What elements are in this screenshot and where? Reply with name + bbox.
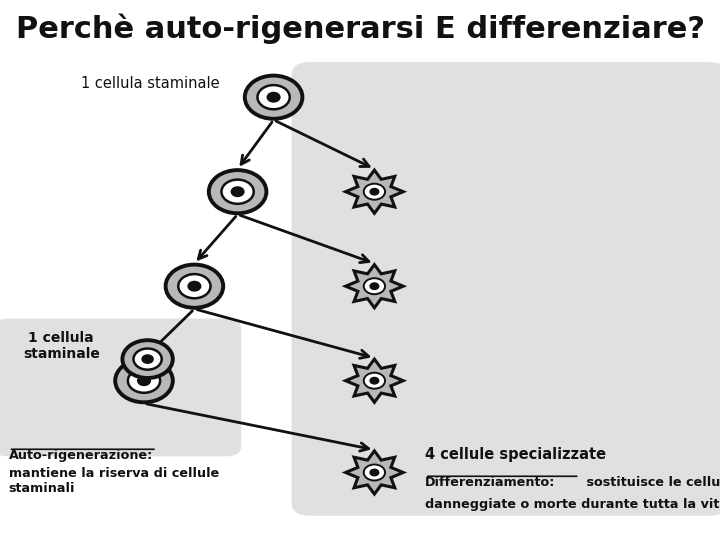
Circle shape xyxy=(222,180,253,204)
Circle shape xyxy=(370,283,379,289)
Text: danneggiate o morte durante tutta la vita: danneggiate o morte durante tutta la vit… xyxy=(425,498,720,511)
Text: Perchè auto-rigenerarsi E differenziare?: Perchè auto-rigenerarsi E differenziare? xyxy=(16,14,704,44)
Circle shape xyxy=(133,348,162,370)
Circle shape xyxy=(209,170,266,213)
Text: 1 cellula staminale: 1 cellula staminale xyxy=(81,76,220,91)
Circle shape xyxy=(370,469,379,476)
FancyBboxPatch shape xyxy=(292,62,720,516)
Circle shape xyxy=(364,184,385,200)
Polygon shape xyxy=(346,359,403,402)
Polygon shape xyxy=(346,265,403,308)
Circle shape xyxy=(122,340,173,378)
Circle shape xyxy=(188,281,201,291)
Text: Differenziamento:: Differenziamento: xyxy=(425,476,555,489)
Circle shape xyxy=(364,278,385,294)
Circle shape xyxy=(370,188,379,195)
Circle shape xyxy=(258,85,289,109)
Circle shape xyxy=(364,373,385,389)
Polygon shape xyxy=(346,170,403,213)
Circle shape xyxy=(128,369,160,393)
Text: sostituisce le cellule: sostituisce le cellule xyxy=(582,476,720,489)
Circle shape xyxy=(370,377,379,384)
Circle shape xyxy=(142,355,153,363)
Circle shape xyxy=(166,265,223,308)
Circle shape xyxy=(179,274,210,298)
Circle shape xyxy=(267,92,280,102)
Text: 1 cellula
staminale: 1 cellula staminale xyxy=(23,330,99,361)
Circle shape xyxy=(245,76,302,119)
Text: Auto-rigenerazione:: Auto-rigenerazione: xyxy=(9,449,153,462)
Text: mantiene la riserva di cellule
staminali: mantiene la riserva di cellule staminali xyxy=(9,467,219,495)
FancyBboxPatch shape xyxy=(0,319,241,456)
Text: 4 cellule specializzate: 4 cellule specializzate xyxy=(425,447,606,462)
Circle shape xyxy=(115,359,173,402)
Polygon shape xyxy=(346,451,403,494)
Circle shape xyxy=(364,464,385,481)
Circle shape xyxy=(231,187,244,197)
Circle shape xyxy=(138,376,150,386)
